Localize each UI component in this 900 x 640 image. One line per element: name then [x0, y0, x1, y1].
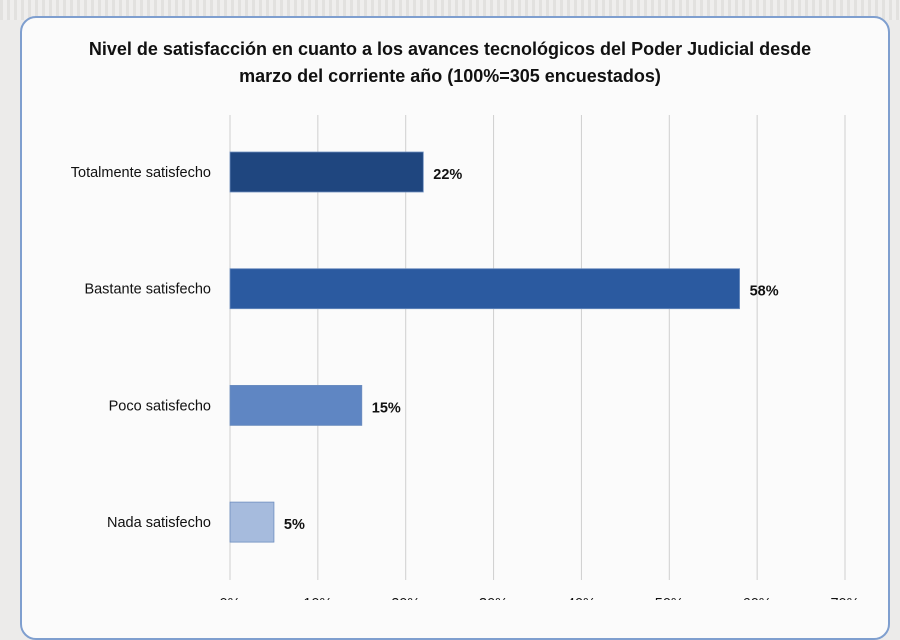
- bar: [229, 501, 275, 543]
- category-label: Totalmente satisfecho: [71, 165, 211, 181]
- category-label: Poco satisfecho: [109, 398, 211, 414]
- bar: [229, 268, 740, 310]
- x-tick-label: 70%: [830, 596, 859, 600]
- data-label: 22%: [433, 167, 462, 183]
- bar-chart: 0% 10% 20% 30% 40% 50% 60% 70% Totalmente satisf…: [71, 115, 860, 600]
- background-texture: [0, 0, 900, 20]
- category-label: Nada satisfecho: [107, 515, 211, 531]
- data-label: 5%: [284, 517, 305, 533]
- x-tick-label: 20%: [391, 596, 420, 600]
- chart-frame: [20, 16, 890, 640]
- chart-title: Nivel de satisfacción en cuanto a los av…: [88, 39, 812, 86]
- bar: [229, 384, 363, 426]
- x-tick-label: 0%: [220, 596, 241, 600]
- category-label: Bastante satisfecho: [84, 282, 211, 298]
- x-tick-label: 50%: [655, 596, 684, 600]
- x-tick-label: 60%: [743, 596, 772, 600]
- data-label: 58%: [750, 284, 779, 300]
- x-tick-label: 30%: [479, 596, 508, 600]
- bar: [229, 151, 424, 193]
- x-tick-label: 40%: [567, 596, 596, 600]
- x-tick-label: 10%: [303, 596, 332, 600]
- data-label: 15%: [372, 400, 401, 416]
